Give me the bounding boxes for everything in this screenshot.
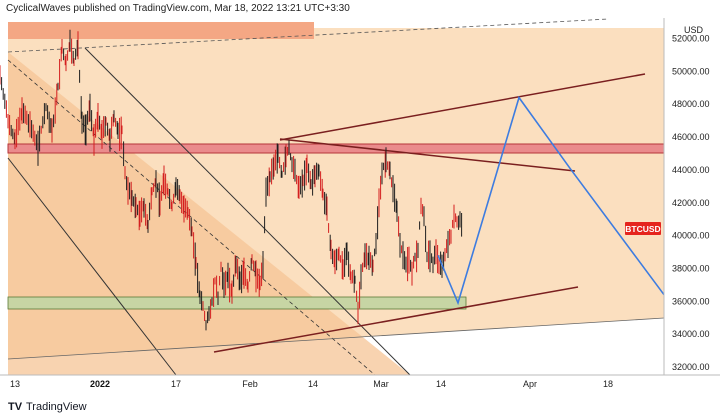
channel-lower-line <box>7 157 177 376</box>
current-price-label: BTCUSD <box>625 224 660 234</box>
triangle-upper-line <box>279 73 646 141</box>
price-series <box>0 29 463 331</box>
price-tick-label: 36000.00 <box>672 296 710 306</box>
tv-logo-mark: TV <box>8 401 23 413</box>
triangle-lower-line <box>213 286 579 353</box>
time-tick-label: Apr <box>523 379 537 389</box>
current-price-tag <box>625 222 661 235</box>
price-tick-label: 50000.00 <box>672 66 710 76</box>
time-tick-label: 2022 <box>90 379 110 389</box>
support-zone <box>7 296 467 310</box>
price-tick-label: 38000.00 <box>672 263 710 273</box>
time-tick-label: 14 <box>308 379 318 389</box>
pennant-line <box>279 138 576 172</box>
time-tick-label: 13 <box>10 379 20 389</box>
time-ticks: 13 2022 17 Feb 14 Mar 14 Apr 18 <box>10 379 613 389</box>
currency-label: USD <box>684 25 704 35</box>
descending-channel-fill <box>8 52 410 375</box>
time-tick-label: 18 <box>603 379 613 389</box>
dashed-channel-median <box>7 59 376 376</box>
price-tick-label: 48000.00 <box>672 99 710 109</box>
projection-path <box>437 95 665 306</box>
time-tick-label: 14 <box>436 379 446 389</box>
time-tick-label: 17 <box>171 379 181 389</box>
time-tick-label: Mar <box>373 379 389 389</box>
price-tick-label: 42000.00 <box>672 198 710 208</box>
price-tick-label: 40000.00 <box>672 231 710 241</box>
price-tick-label: 44000.00 <box>672 165 710 175</box>
channel-upper-line <box>84 47 411 376</box>
long-support-line <box>7 317 665 360</box>
price-tick-label: 32000.00 <box>672 362 710 372</box>
supply-zone-top <box>8 22 314 39</box>
time-axis-background <box>0 375 720 395</box>
price-tick-label: 34000.00 <box>672 329 710 339</box>
publisher-caption: CyclicalWaves published on TradingView.c… <box>6 3 350 14</box>
tradingview-logo[interactable]: TV TradingView <box>8 401 87 413</box>
price-tick-label: 46000.00 <box>672 132 710 142</box>
price-ticks: 52000.00 50000.00 48000.00 46000.00 44000.00… <box>672 34 710 373</box>
price-axis-background <box>664 18 720 375</box>
time-tick-label: Feb <box>242 379 258 389</box>
dashed-upper-trendline <box>7 18 609 53</box>
tv-logo-text: TradingView <box>26 401 87 413</box>
price-tick-label: 52000.00 <box>672 34 710 44</box>
